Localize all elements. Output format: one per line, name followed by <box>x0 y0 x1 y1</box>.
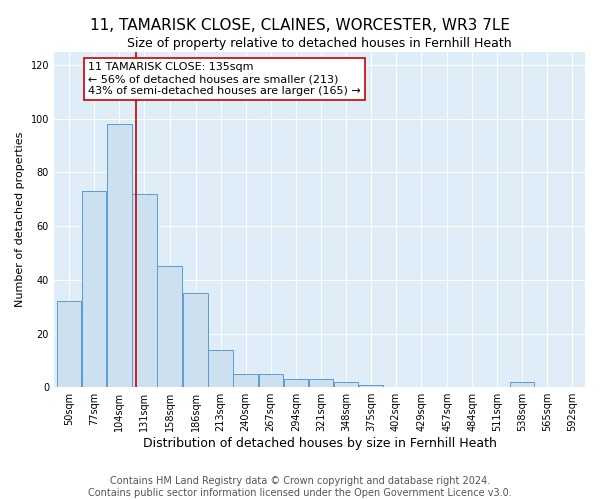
Bar <box>184 294 208 387</box>
Bar <box>259 374 283 387</box>
Bar <box>359 384 383 387</box>
Bar <box>284 379 308 387</box>
Bar <box>208 350 233 387</box>
Bar <box>233 374 258 387</box>
Y-axis label: Number of detached properties: Number of detached properties <box>15 132 25 307</box>
Text: Contains HM Land Registry data © Crown copyright and database right 2024.
Contai: Contains HM Land Registry data © Crown c… <box>88 476 512 498</box>
Bar <box>308 379 333 387</box>
Bar <box>157 266 182 387</box>
Bar <box>334 382 358 387</box>
X-axis label: Distribution of detached houses by size in Fernhill Heath: Distribution of detached houses by size … <box>143 437 496 450</box>
Title: Size of property relative to detached houses in Fernhill Heath: Size of property relative to detached ho… <box>127 38 512 51</box>
Bar <box>107 124 131 387</box>
Bar <box>57 302 82 387</box>
Text: 11 TAMARISK CLOSE: 135sqm
← 56% of detached houses are smaller (213)
43% of semi: 11 TAMARISK CLOSE: 135sqm ← 56% of detac… <box>88 62 361 96</box>
Bar <box>82 192 106 387</box>
Text: 11, TAMARISK CLOSE, CLAINES, WORCESTER, WR3 7LE: 11, TAMARISK CLOSE, CLAINES, WORCESTER, … <box>90 18 510 32</box>
Bar <box>132 194 157 387</box>
Bar <box>510 382 535 387</box>
